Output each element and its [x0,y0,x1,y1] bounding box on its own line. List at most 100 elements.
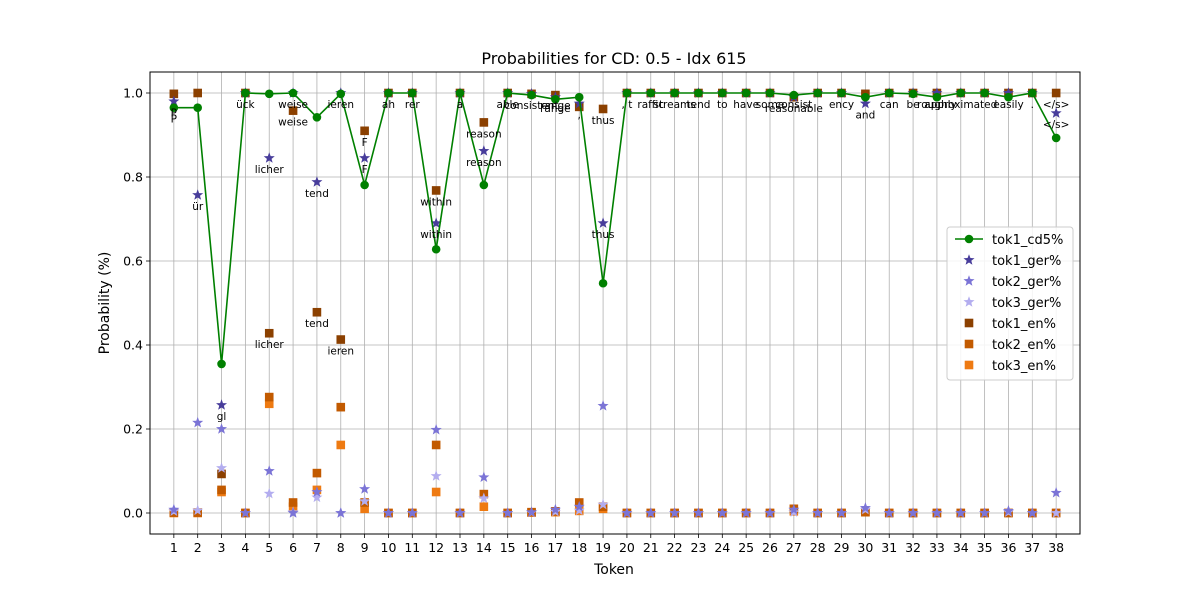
x-tick-label: 36 [1001,540,1017,555]
token-annotation: </s> [1043,119,1070,131]
legend-label: tok2_en% [992,338,1056,353]
data-point [192,416,204,428]
legend-marker [964,360,974,370]
data-point [526,506,538,517]
token-annotation: consist [775,99,812,111]
data-point [597,217,609,228]
data-point [931,507,943,518]
data-point [645,507,657,518]
token-annotation: ür [192,201,204,213]
data-point [217,485,226,495]
data-point [549,503,561,515]
data-point [765,88,775,98]
data-point [764,507,776,518]
x-tick-label: 2 [194,540,202,555]
data-point [287,507,299,518]
data-point [239,507,251,518]
data-point [192,189,204,200]
data-point [360,126,369,136]
data-point [431,244,441,254]
data-point [430,217,442,228]
x-tick-label: 18 [571,540,587,555]
token-annotation: within [420,196,452,208]
data-point [169,89,179,99]
x-tick-label: 19 [595,540,611,555]
data-point [312,468,322,478]
token-annotation: be [907,99,920,111]
x-tick-label: 22 [667,540,683,555]
data-point [1002,87,1014,98]
data-point [263,487,275,499]
data-point [431,440,441,450]
x-tick-label: 38 [1048,540,1064,555]
plot-frame [149,71,1081,535]
y-tick-label: 0.2 [123,422,143,437]
data-point [479,180,489,190]
token-annotation: tend [305,318,329,330]
data-point [861,92,870,102]
data-point [478,492,490,503]
x-tick-label: 16 [524,540,540,555]
x-tick-label: 15 [500,540,516,555]
token-annotation: thus [592,115,615,127]
legend-entry: tok3_ger% [963,296,1061,311]
data-point [241,88,250,98]
data-point [503,88,512,98]
x-tick-label: 13 [452,540,468,555]
token-annotation: approximated [924,99,997,111]
data-point [359,495,371,506]
data-point [861,507,870,517]
data-point [360,180,369,190]
data-point [264,328,274,338]
data-point [479,118,489,127]
data-point [335,507,347,518]
token-annotation: thus [592,229,615,241]
token-annotation: range [540,103,571,115]
data-point [311,486,323,497]
data-point [479,502,489,511]
data-point [216,423,228,434]
data-point [382,507,394,518]
data-point [527,90,536,100]
legend-entry: tok2_ger% [963,275,1061,290]
x-tick-label: 6 [289,540,297,555]
data-point [908,89,918,99]
data-point [694,88,703,98]
token-annotation: . [1031,99,1034,111]
x-tick-label: 29 [834,540,850,555]
data-point [311,176,323,187]
data-point [789,90,799,100]
x-tick-label: 20 [619,540,635,555]
legend-entry: tok1_ger% [963,254,1061,269]
y-tick-label: 0.4 [123,338,143,353]
data-point [692,507,704,518]
legend-label: tok1_en% [992,317,1056,332]
data-point [192,504,204,516]
data-point [718,88,727,98]
data-point [359,152,371,163]
legend-label: tok3_en% [992,359,1056,374]
data-point [859,97,871,109]
token-annotation: a [457,99,463,111]
data-point [622,88,632,98]
data-point [430,470,442,481]
data-point [1026,507,1038,518]
data-point [264,392,274,402]
token-annotation: F [362,137,368,149]
data-point [263,465,275,476]
data-point [646,88,656,98]
data-point [1002,505,1014,516]
legend-marker [963,254,975,265]
token-annotation: streams [653,99,695,111]
x-tick-label: 11 [404,540,420,555]
legend-label: tok2_ger% [992,275,1061,290]
data-point [168,503,180,515]
x-tick-label: 31 [881,540,897,555]
x-tick-label: 28 [810,540,826,555]
x-tick-label: 26 [762,540,778,555]
data-point [1051,88,1061,98]
data-point [216,399,228,410]
data-point [193,88,202,98]
x-tick-label: 24 [714,540,730,555]
